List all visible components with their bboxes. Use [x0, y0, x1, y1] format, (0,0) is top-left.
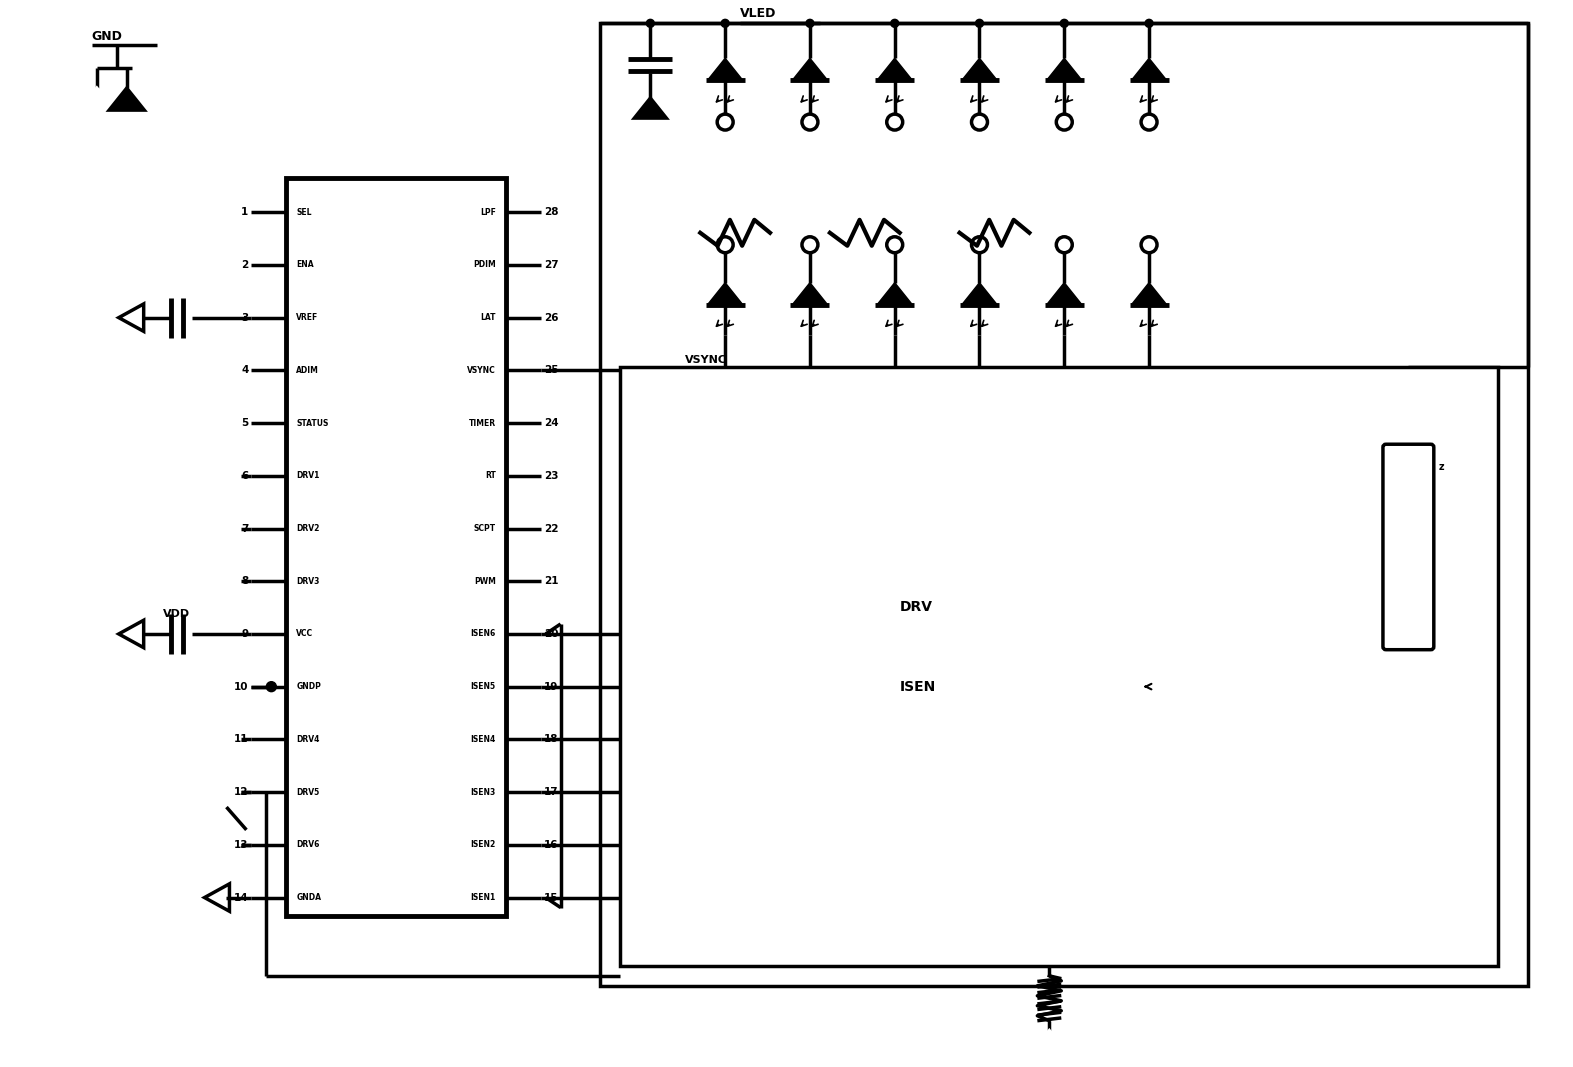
- Text: ISEN1: ISEN1: [470, 893, 495, 902]
- Text: GND: GND: [91, 30, 123, 44]
- Text: VSYNC: VSYNC: [686, 355, 727, 365]
- Text: PWM: PWM: [473, 577, 495, 586]
- Text: ISEN5: ISEN5: [470, 682, 495, 691]
- Text: 23: 23: [544, 471, 558, 481]
- Text: DRV2: DRV2: [296, 524, 319, 534]
- Text: 16: 16: [544, 840, 558, 849]
- Text: 1: 1: [241, 207, 249, 218]
- Text: SEL: SEL: [296, 208, 311, 217]
- Polygon shape: [878, 59, 912, 80]
- Text: DRV5: DRV5: [296, 787, 319, 797]
- Text: LAT: LAT: [480, 313, 495, 322]
- Text: 27: 27: [544, 260, 558, 270]
- Polygon shape: [878, 283, 912, 304]
- Text: 5: 5: [241, 418, 249, 428]
- Polygon shape: [963, 283, 997, 304]
- Polygon shape: [79, 89, 115, 110]
- Text: ISEN: ISEN: [900, 680, 936, 694]
- Text: z: z: [1438, 462, 1444, 473]
- Text: 10: 10: [234, 682, 249, 691]
- Bar: [620, 367, 1497, 966]
- Text: GNDP: GNDP: [296, 682, 321, 691]
- Text: STATUS: STATUS: [296, 418, 329, 428]
- Text: 22: 22: [544, 524, 558, 534]
- Text: 28: 28: [544, 207, 558, 218]
- Text: ENA: ENA: [296, 260, 315, 269]
- Polygon shape: [109, 89, 145, 110]
- Text: LPF: LPF: [480, 208, 495, 217]
- Text: 21: 21: [544, 576, 558, 586]
- Text: ISEN6: ISEN6: [470, 630, 495, 638]
- Text: DRV4: DRV4: [296, 735, 319, 744]
- Text: 8: 8: [241, 576, 249, 586]
- Text: 18: 18: [544, 734, 558, 745]
- Text: ISEN4: ISEN4: [470, 735, 495, 744]
- Text: 4: 4: [241, 365, 249, 376]
- Circle shape: [266, 682, 277, 691]
- Polygon shape: [634, 98, 667, 118]
- Text: 15: 15: [544, 893, 558, 903]
- Text: RT: RT: [484, 472, 495, 480]
- Text: 3: 3: [241, 313, 249, 322]
- Polygon shape: [708, 59, 742, 80]
- Polygon shape: [963, 59, 997, 80]
- Polygon shape: [1046, 283, 1082, 304]
- Circle shape: [1145, 19, 1153, 28]
- Text: 7: 7: [241, 524, 249, 534]
- Text: 25: 25: [544, 365, 558, 376]
- Text: VREF: VREF: [296, 313, 318, 322]
- Polygon shape: [1131, 59, 1167, 80]
- Polygon shape: [1046, 59, 1082, 80]
- Polygon shape: [793, 59, 827, 80]
- Text: 12: 12: [234, 787, 249, 797]
- Text: SCPT: SCPT: [473, 524, 495, 534]
- Text: ISEN3: ISEN3: [470, 787, 495, 797]
- Text: TIMER: TIMER: [469, 418, 495, 428]
- Text: 19: 19: [544, 682, 558, 691]
- Text: 17: 17: [544, 787, 558, 797]
- Text: VLED: VLED: [741, 7, 777, 20]
- Text: GNDA: GNDA: [296, 893, 321, 902]
- Text: 11: 11: [234, 734, 249, 745]
- Circle shape: [805, 19, 813, 28]
- Bar: [286, 178, 507, 915]
- Text: 26: 26: [544, 313, 558, 322]
- Text: VSYNC: VSYNC: [467, 366, 495, 375]
- Text: ADIM: ADIM: [296, 366, 319, 375]
- Text: 6: 6: [241, 471, 249, 481]
- Circle shape: [720, 19, 730, 28]
- Circle shape: [1060, 19, 1068, 28]
- Text: 24: 24: [544, 418, 558, 428]
- Text: DRV3: DRV3: [296, 577, 319, 586]
- Text: ISEN2: ISEN2: [470, 841, 495, 849]
- Circle shape: [890, 19, 898, 28]
- Text: 13: 13: [234, 840, 249, 849]
- Text: VCC: VCC: [296, 630, 313, 638]
- Polygon shape: [793, 283, 827, 304]
- Text: 14: 14: [234, 893, 249, 903]
- Text: PDIM: PDIM: [473, 260, 495, 269]
- Circle shape: [975, 19, 983, 28]
- Polygon shape: [1131, 283, 1167, 304]
- Text: DRV: DRV: [900, 600, 933, 614]
- Text: VDD: VDD: [164, 609, 190, 619]
- Text: DRV1: DRV1: [296, 472, 319, 480]
- Polygon shape: [708, 283, 742, 304]
- Text: DRV6: DRV6: [296, 841, 319, 849]
- Circle shape: [647, 19, 654, 28]
- Text: 9: 9: [241, 628, 249, 639]
- Text: 20: 20: [544, 628, 558, 639]
- Text: 2: 2: [241, 260, 249, 270]
- Bar: [601, 23, 1527, 986]
- Polygon shape: [1032, 1031, 1066, 1053]
